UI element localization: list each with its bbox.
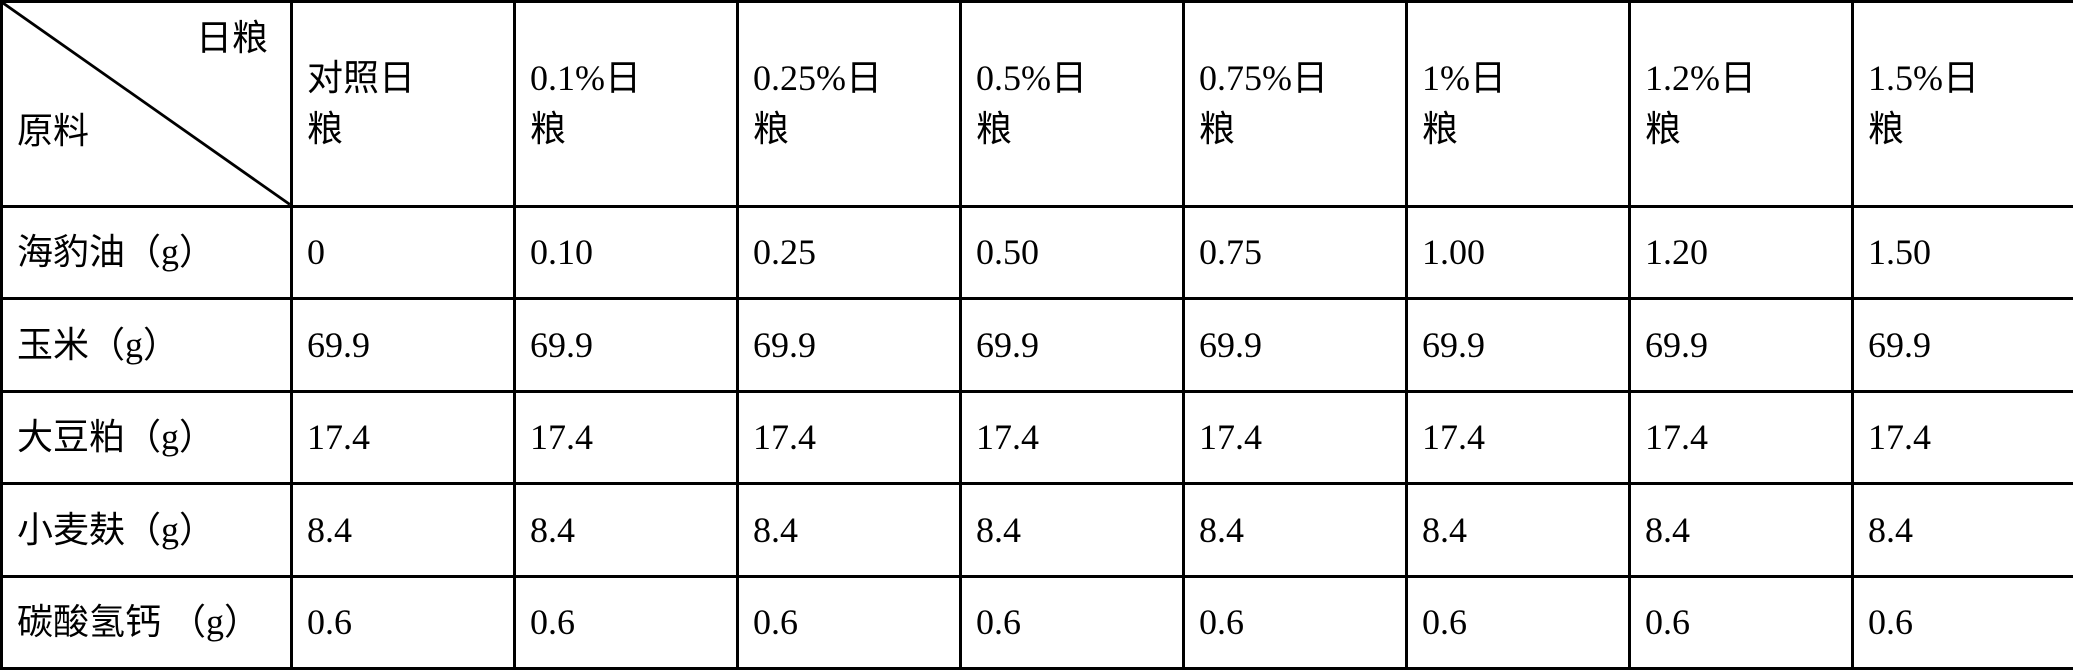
cell: 8.4 [1630,484,1853,576]
cell: 8.4 [1184,484,1407,576]
cell: 69.9 [1407,299,1630,391]
row-label: 碳酸氢钙 （g） [2,576,292,669]
table-row: 大豆粕（g） 17.4 17.4 17.4 17.4 17.4 17.4 17.… [2,391,2073,483]
cell: 8.4 [292,484,515,576]
cell: 69.9 [515,299,738,391]
feed-formula-table: 原料 日粮 对照日 粮 0.1%日 粮 0.25%日 粮 0.5%日 粮 0.7… [0,0,2073,670]
cell: 8.4 [1407,484,1630,576]
cell: 17.4 [1407,391,1630,483]
cell: 17.4 [961,391,1184,483]
row-label: 大豆粕（g） [2,391,292,483]
cell: 8.4 [1853,484,2073,576]
col-header: 1.2%日 粮 [1630,2,1853,207]
cell: 8.4 [515,484,738,576]
cell: 69.9 [1184,299,1407,391]
cell: 0.6 [1407,576,1630,669]
col-header: 对照日 粮 [292,2,515,207]
cell: 17.4 [515,391,738,483]
col-header: 0.1%日 粮 [515,2,738,207]
cell: 69.9 [1853,299,2073,391]
row-label: 小麦麸（g） [2,484,292,576]
cell: 0.6 [1184,576,1407,669]
cell: 1.50 [1853,206,2073,298]
cell: 1.00 [1407,206,1630,298]
cell: 0 [292,206,515,298]
col-header: 0.25%日 粮 [738,2,961,207]
data-table: 原料 日粮 对照日 粮 0.1%日 粮 0.25%日 粮 0.5%日 粮 0.7… [0,0,2073,670]
cell: 0.6 [292,576,515,669]
table-row: 碳酸氢钙 （g） 0.6 0.6 0.6 0.6 0.6 0.6 0.6 0.6 [2,576,2073,669]
cell: 0.6 [961,576,1184,669]
col-header: 1.5%日 粮 [1853,2,2073,207]
cell: 8.4 [738,484,961,576]
row-label: 海豹油（g） [2,206,292,298]
table-row: 玉米（g） 69.9 69.9 69.9 69.9 69.9 69.9 69.9… [2,299,2073,391]
corner-header: 原料 日粮 [2,2,292,207]
col-header: 0.5%日 粮 [961,2,1184,207]
header-row: 原料 日粮 对照日 粮 0.1%日 粮 0.25%日 粮 0.5%日 粮 0.7… [2,2,2073,207]
cell: 0.25 [738,206,961,298]
cell: 0.50 [961,206,1184,298]
cell: 0.75 [1184,206,1407,298]
cell: 0.6 [1630,576,1853,669]
cell: 69.9 [292,299,515,391]
col-header: 0.75%日 粮 [1184,2,1407,207]
corner-col-axis-label: 日粮 [196,13,268,63]
cell: 69.9 [961,299,1184,391]
cell: 69.9 [738,299,961,391]
table-row: 小麦麸（g） 8.4 8.4 8.4 8.4 8.4 8.4 8.4 8.4 [2,484,2073,576]
cell: 0.6 [1853,576,2073,669]
row-label: 玉米（g） [2,299,292,391]
cell: 17.4 [1184,391,1407,483]
cell: 69.9 [1630,299,1853,391]
cell: 0.6 [738,576,961,669]
cell: 17.4 [738,391,961,483]
col-header: 1%日 粮 [1407,2,1630,207]
cell: 17.4 [1630,391,1853,483]
cell: 0.10 [515,206,738,298]
corner-row-axis-label: 原料 [17,106,89,156]
table-row: 海豹油（g） 0 0.10 0.25 0.50 0.75 1.00 1.20 1… [2,206,2073,298]
cell: 17.4 [1853,391,2073,483]
cell: 0.6 [515,576,738,669]
cell: 17.4 [292,391,515,483]
cell: 1.20 [1630,206,1853,298]
cell: 8.4 [961,484,1184,576]
